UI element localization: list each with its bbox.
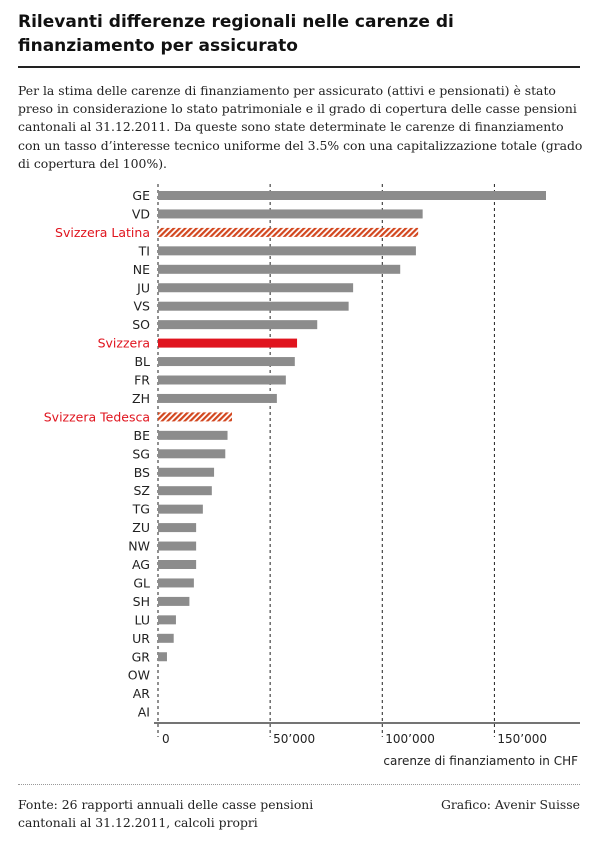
category-label-13: BE xyxy=(134,428,151,443)
category-label-16: SZ xyxy=(134,483,151,498)
footer-divider xyxy=(18,784,580,785)
bar-15 xyxy=(158,467,215,477)
category-label-0: GE xyxy=(132,188,150,203)
bar-24 xyxy=(158,633,174,643)
bar-11 xyxy=(158,393,277,403)
category-label-6: VS xyxy=(134,299,151,314)
x-tick-label-1: 50’000 xyxy=(273,732,315,746)
bar-13 xyxy=(158,430,228,440)
category-label-17: TG xyxy=(132,502,150,517)
bar-14 xyxy=(158,449,226,459)
source-note: Fonte: 26 rapporti annuali delle casse p… xyxy=(18,797,314,830)
category-label-27: AR xyxy=(133,686,151,701)
category-label-24: UR xyxy=(132,631,150,646)
bar-5 xyxy=(158,283,354,293)
category-label-15: BS xyxy=(134,465,150,480)
category-label-1: VD xyxy=(132,206,150,221)
bar-16 xyxy=(158,486,212,496)
category-label-5: JU xyxy=(136,280,150,295)
category-label-12: Svizzera Tedesca xyxy=(44,409,150,424)
category-label-26: OW xyxy=(128,668,150,683)
bar-21 xyxy=(158,578,194,588)
credit-note: Grafico: Avenir Suisse xyxy=(440,797,580,812)
category-label-20: AG xyxy=(132,557,150,572)
category-label-3: TI xyxy=(138,243,150,258)
bar-23 xyxy=(158,615,176,625)
bar-18 xyxy=(158,523,197,533)
category-label-9: BL xyxy=(134,354,150,369)
category-label-2: Svizzera Latina xyxy=(55,225,150,240)
bar-9 xyxy=(158,357,295,367)
x-tick-label-0: 0 xyxy=(162,732,170,746)
bar-20 xyxy=(158,560,197,569)
x-axis-title: carenze di finanziamento in CHF xyxy=(383,754,578,768)
bar-17 xyxy=(158,504,203,514)
bar-0 xyxy=(158,191,546,200)
category-label-19: NW xyxy=(128,539,150,554)
category-label-28: AI xyxy=(138,705,150,720)
x-tick-label-2: 100’000 xyxy=(385,732,435,746)
bar-8 xyxy=(158,338,298,348)
bar-10 xyxy=(158,375,286,385)
category-label-25: GR xyxy=(132,649,151,664)
bar-6 xyxy=(158,301,349,311)
category-label-21: GL xyxy=(133,575,150,590)
bar-7 xyxy=(158,320,318,330)
category-label-10: FR xyxy=(134,373,150,388)
category-label-22: SH xyxy=(133,594,150,609)
category-label-4: NE xyxy=(133,262,150,277)
bar-chart: GE VD Svizzera Latina TI NE JU VS SO Svizzera BL F… xyxy=(44,184,580,768)
bar-12 xyxy=(158,412,233,422)
x-tick-label-3: 150’000 xyxy=(497,732,547,746)
category-label-11: ZH xyxy=(132,391,150,406)
bar-3 xyxy=(158,246,416,256)
bar-25 xyxy=(158,652,167,662)
bar-4 xyxy=(158,264,401,274)
intro-text: Per la stima delle carenze di finanziame… xyxy=(18,83,583,171)
bar-1 xyxy=(158,209,423,219)
category-label-14: SG xyxy=(132,446,150,461)
category-label-7: SO xyxy=(132,317,150,332)
chart-title: Rilevanti differenze regionali nelle car… xyxy=(18,12,454,56)
category-label-23: LU xyxy=(135,612,151,627)
bar-2 xyxy=(158,227,419,237)
bar-19 xyxy=(158,541,197,551)
category-label-8: Svizzera xyxy=(98,336,150,351)
title-divider xyxy=(18,66,580,68)
bar-22 xyxy=(158,596,190,606)
category-label-18: ZU xyxy=(132,520,150,535)
